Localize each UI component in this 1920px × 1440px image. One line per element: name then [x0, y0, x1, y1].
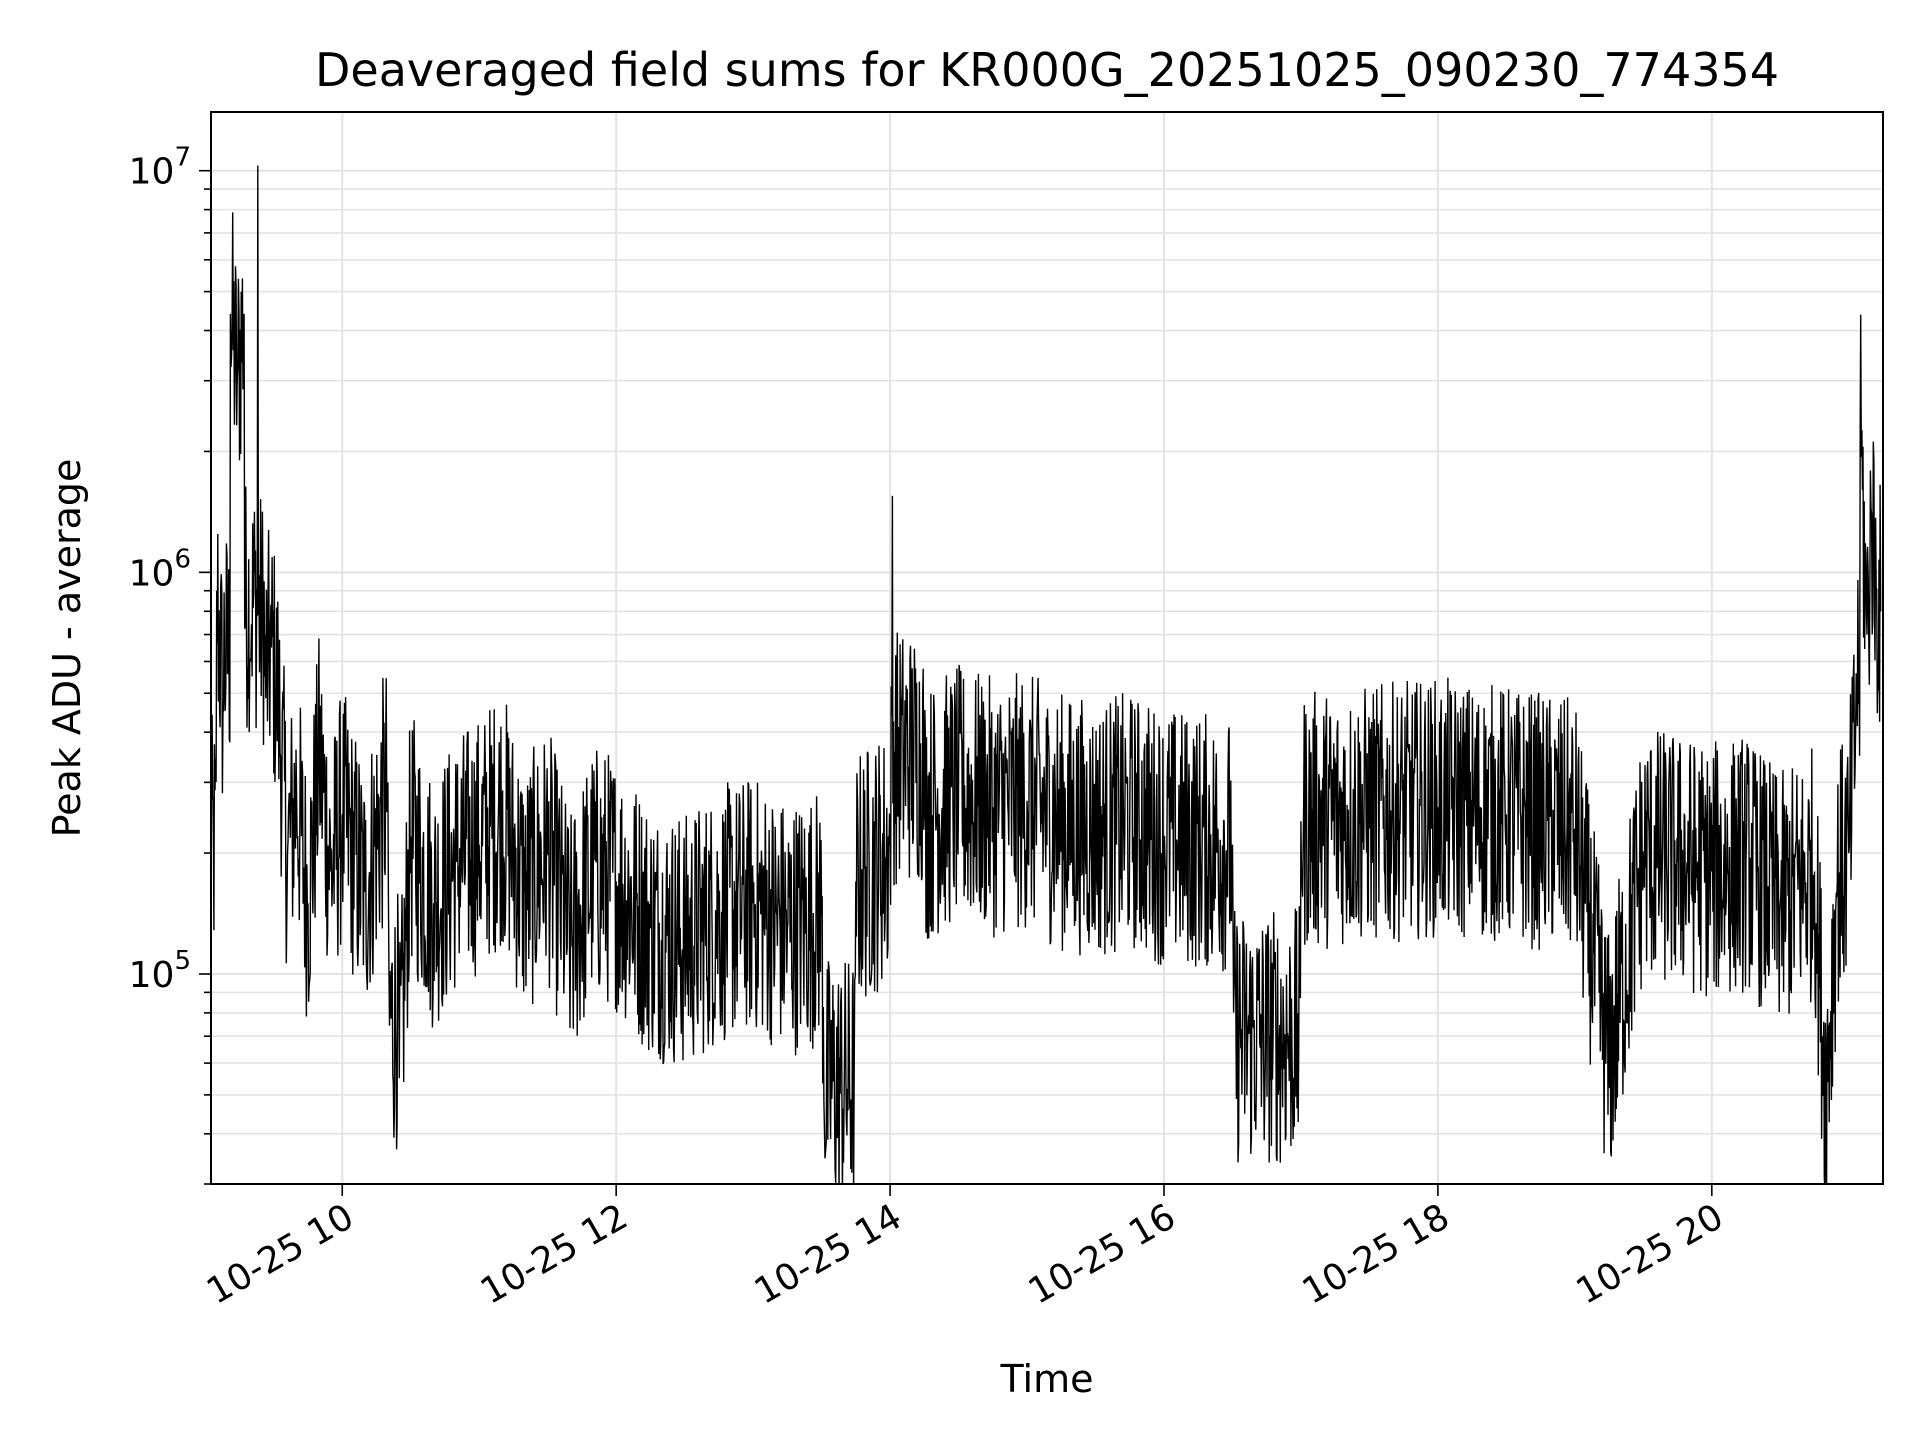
y-tick-label: 106: [129, 544, 191, 594]
y-axis-label: Peak ADU - average: [45, 459, 89, 838]
series-group: [211, 165, 1882, 1184]
x-tick-label: 10-25 10: [200, 1196, 361, 1312]
y-tick-label: 105: [129, 946, 191, 996]
x-tick-label: 10-25 14: [748, 1196, 909, 1312]
x-tick-label: 10-25 18: [1296, 1196, 1457, 1312]
x-tick-label: 10-25 20: [1570, 1196, 1731, 1312]
y-tick-label: 107: [129, 143, 191, 193]
plot-area: [211, 165, 1882, 1184]
x-axis-label: Time: [1000, 1357, 1094, 1401]
plot-frame: [210, 111, 1884, 1185]
x-tick-label: 10-25 16: [1022, 1196, 1183, 1312]
chart-title: Deaveraged field sums for KR000G_2025102…: [315, 43, 1779, 97]
y-axis: 105 106 107: [129, 143, 211, 1185]
series-line: [211, 165, 1882, 1184]
x-tick-label: 10-25 12: [474, 1196, 635, 1312]
grid: [211, 112, 1883, 1185]
x-axis: 10-25 10 10-25 12 10-25 14 10-25 16 10-25 18…: [200, 1184, 1730, 1313]
